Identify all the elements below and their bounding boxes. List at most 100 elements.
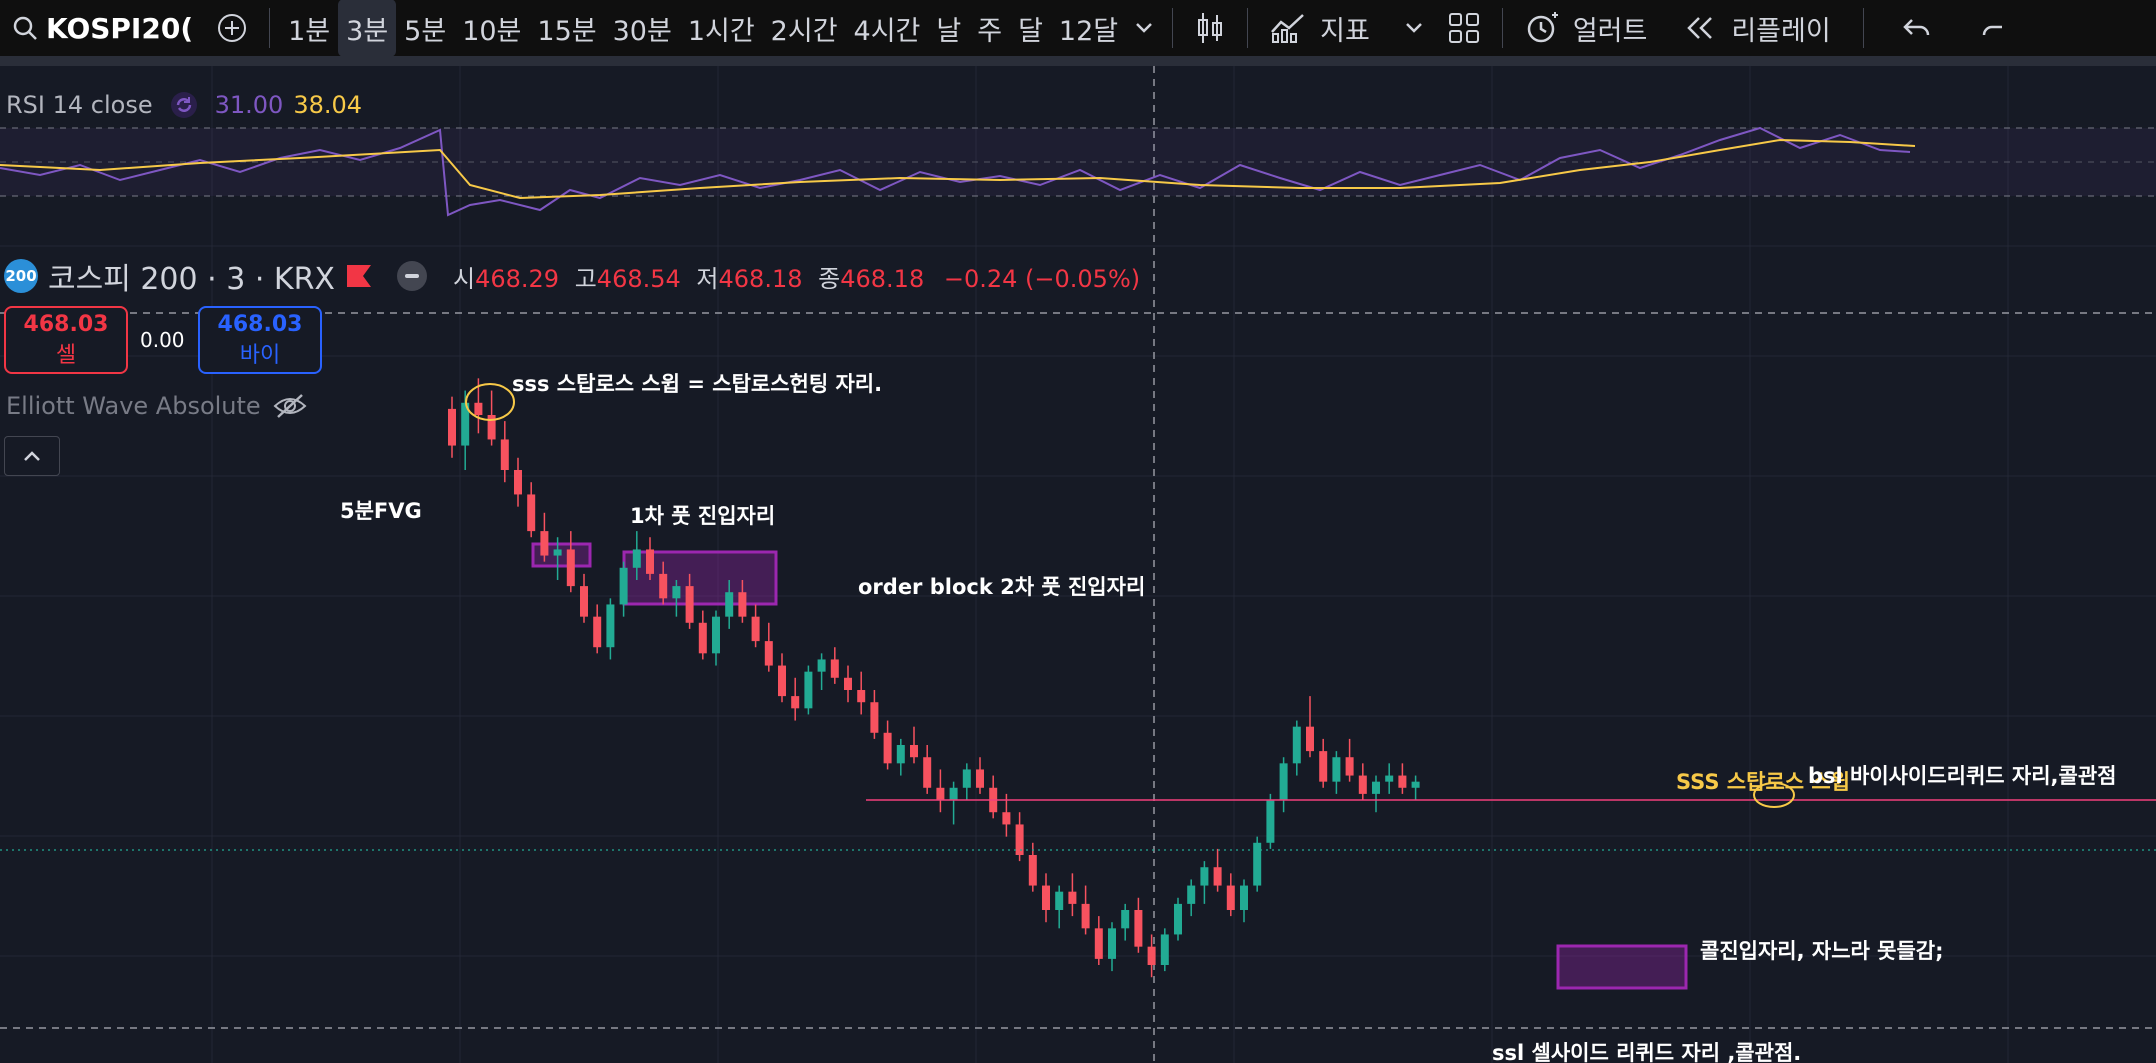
high-label: 고: [574, 264, 597, 293]
candle-body: [593, 616, 602, 648]
candle-body: [1028, 855, 1037, 886]
interval-4h[interactable]: 4시간: [853, 15, 921, 47]
candle-body: [448, 408, 456, 446]
open-value: 468.29: [475, 264, 560, 293]
candle-body: [514, 470, 522, 495]
close-label: 종: [818, 264, 841, 293]
chart-canvas[interactable]: sss 스탑로스 스윕 = 스탑로스헌팅 자리. 5분FVG 1차 풋 진입자리 or…: [0, 66, 2156, 1063]
candle-body: [1015, 824, 1024, 855]
candle-body: [870, 702, 879, 733]
toolbar-separator: [1862, 8, 1864, 48]
candle-body: [1002, 812, 1011, 825]
annotation-ssl: ssl 셀사이드 리퀴드 자리 ,콜관점.: [1492, 1041, 1801, 1063]
annotation-call-entry: 콜진입자리, 자느라 못들감;: [1700, 939, 1944, 963]
rsi-pane: [0, 126, 2156, 217]
refresh-icon[interactable]: [169, 90, 199, 120]
candle-body: [566, 549, 575, 587]
candle-body: [1108, 928, 1116, 959]
compare-button[interactable]: [205, 0, 259, 56]
candle-body: [923, 757, 932, 788]
candlestick-icon: [1198, 13, 1223, 43]
interval-5m[interactable]: 5분: [404, 15, 447, 47]
candle-body: [527, 494, 536, 532]
collapse-button[interactable]: [4, 436, 60, 476]
sweep-ellipse-2: [1753, 782, 1795, 808]
interval-15m[interactable]: 15분: [537, 15, 597, 47]
interval-1h[interactable]: 1시간: [687, 15, 755, 47]
candle-body: [1345, 757, 1354, 776]
interval-month[interactable]: 달: [1018, 15, 1043, 47]
interval-3m[interactable]: 3분: [338, 0, 397, 57]
top-toolbar: KOSPI20( 1분 3분 5분 10분 15분 30분 1시간 2시간 4시…: [0, 0, 2156, 57]
symbol-search[interactable]: KOSPI20(: [0, 0, 205, 56]
indicators-button[interactable]: 지표: [1258, 0, 1382, 56]
candle-body: [1266, 800, 1275, 843]
candle-body: [791, 696, 800, 709]
candle-body: [698, 622, 707, 654]
interval-10m[interactable]: 10분: [462, 15, 522, 47]
interval-week[interactable]: 주: [977, 15, 1003, 47]
toolbar-separator: [1247, 8, 1249, 48]
change-value: −0.24 (−0.05%): [943, 264, 1141, 293]
candle-body: [1134, 910, 1143, 947]
undo-button[interactable]: [1890, 0, 1944, 56]
buy-label: 바이: [239, 342, 281, 368]
indicators-label: 지표: [1320, 15, 1370, 47]
indicators-dropdown[interactable]: [1392, 0, 1436, 56]
candle-body: [659, 573, 668, 599]
symbol-title[interactable]: 코스피 200 · 3 · KRX: [48, 262, 335, 297]
candle-body: [1398, 775, 1407, 788]
candle-body: [1200, 867, 1209, 886]
toolbar-separator: [269, 8, 271, 48]
chart-type-button[interactable]: [1183, 0, 1237, 56]
call-entry-box: [1556, 944, 1688, 990]
flag-icon[interactable]: [345, 263, 373, 289]
candle-body: [553, 549, 562, 556]
interval-2h[interactable]: 2시간: [770, 15, 838, 47]
candle-body: [896, 745, 905, 764]
sell-button[interactable]: 468.03 셀: [4, 306, 128, 374]
candle-body: [1055, 891, 1064, 910]
grid-layout-icon: [1448, 13, 1479, 43]
candle-body: [1213, 867, 1222, 886]
spread-value: 0.00: [140, 328, 185, 352]
candle-body: [962, 769, 971, 788]
layout-button[interactable]: [1436, 0, 1492, 56]
replay-button[interactable]: 리플레이: [1673, 0, 1842, 56]
chart-grid: [0, 66, 2156, 1063]
candle-body: [1385, 775, 1394, 782]
rsi-title: RSI 14 close: [6, 91, 153, 119]
interval-day[interactable]: 날: [936, 15, 962, 47]
annotation-first-put: 1차 풋 진입자리: [630, 504, 775, 528]
minus-circle-icon[interactable]: [395, 259, 429, 293]
candle-body: [619, 567, 628, 605]
rsi-line: [0, 126, 1911, 217]
candle-body: [1094, 928, 1103, 959]
candle-body: [1147, 946, 1156, 965]
sell-price: 468.03: [23, 311, 109, 337]
candle-body: [804, 671, 813, 709]
candle-body: [1411, 781, 1420, 788]
alert-button[interactable]: 얼러트: [1513, 0, 1660, 56]
candle-body: [1279, 763, 1288, 800]
ohlc-values: 시468.29 고468.54 저468.18 종468.18 −0.24 (−…: [453, 259, 1140, 294]
close-value: 468.18: [840, 264, 925, 293]
interval-dropdown[interactable]: [1126, 0, 1162, 56]
interval-1m[interactable]: 1분: [288, 15, 331, 47]
candle-body: [738, 592, 747, 617]
candle-body: [976, 769, 984, 788]
annotation-stop-hunt: sss 스탑로스 스윕 = 스탑로스헌팅 자리.: [512, 372, 882, 396]
interval-30m[interactable]: 30분: [612, 15, 672, 47]
buy-button[interactable]: 468.03 바이: [198, 306, 322, 374]
candle-body: [606, 604, 615, 648]
candle-body: [949, 787, 958, 800]
elliott-label: Elliott Wave Absolute: [6, 392, 261, 420]
search-icon: [13, 16, 37, 40]
candle-body: [1306, 726, 1314, 752]
candle-body: [910, 745, 918, 758]
eye-off-icon[interactable]: [273, 392, 307, 420]
chevron-down-icon: [1405, 23, 1422, 33]
interval-12m[interactable]: 12달: [1058, 15, 1119, 47]
alert-label: 얼러트: [1572, 15, 1648, 47]
redo-button[interactable]: [1968, 0, 2022, 56]
